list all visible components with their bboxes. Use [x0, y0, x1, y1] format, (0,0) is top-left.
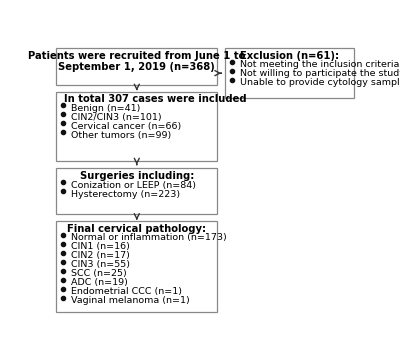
- FancyBboxPatch shape: [56, 92, 218, 161]
- Text: Not willing to participate the study (n=48): Not willing to participate the study (n=…: [240, 69, 400, 78]
- Text: CIN3 (n=55): CIN3 (n=55): [71, 260, 130, 269]
- Text: Other tumors (n=99): Other tumors (n=99): [71, 131, 171, 140]
- Text: CIN1 (n=16): CIN1 (n=16): [71, 242, 130, 251]
- Text: Vaginal melanoma (n=1): Vaginal melanoma (n=1): [71, 296, 190, 305]
- Text: CIN2 (n=17): CIN2 (n=17): [71, 251, 130, 260]
- FancyBboxPatch shape: [225, 48, 354, 98]
- Text: In total 307 cases were included: In total 307 cases were included: [64, 94, 246, 104]
- FancyBboxPatch shape: [56, 169, 218, 214]
- Text: Normal or inflammation (n=173): Normal or inflammation (n=173): [71, 233, 227, 242]
- Text: Not meeting the inclusion criteria (n=8): Not meeting the inclusion criteria (n=8): [240, 60, 400, 69]
- Text: Cervical cancer (n=66): Cervical cancer (n=66): [71, 122, 181, 131]
- Text: Endometrial CCC (n=1): Endometrial CCC (n=1): [71, 287, 182, 296]
- Text: Conization or LEEP (n=84): Conization or LEEP (n=84): [71, 181, 196, 190]
- Text: Final cervical pathology:: Final cervical pathology:: [67, 224, 206, 234]
- Text: SCC (n=25): SCC (n=25): [71, 269, 127, 278]
- Text: ADC (n=19): ADC (n=19): [71, 278, 128, 287]
- Text: Benign (n=41): Benign (n=41): [71, 104, 140, 113]
- FancyBboxPatch shape: [56, 221, 218, 312]
- Text: Surgeries including:: Surgeries including:: [80, 171, 194, 181]
- Text: Unable to provide cytology sample (n=5): Unable to provide cytology sample (n=5): [240, 78, 400, 87]
- Text: Hysterectomy (n=223): Hysterectomy (n=223): [71, 190, 180, 199]
- Text: Exclusion (n=61):: Exclusion (n=61):: [240, 51, 339, 61]
- FancyBboxPatch shape: [56, 48, 218, 85]
- Text: CIN2/CIN3 (n=101): CIN2/CIN3 (n=101): [71, 113, 162, 122]
- Text: Patients were recruited from June 1 to
September 1, 2019 (n=368): Patients were recruited from June 1 to S…: [28, 51, 246, 72]
